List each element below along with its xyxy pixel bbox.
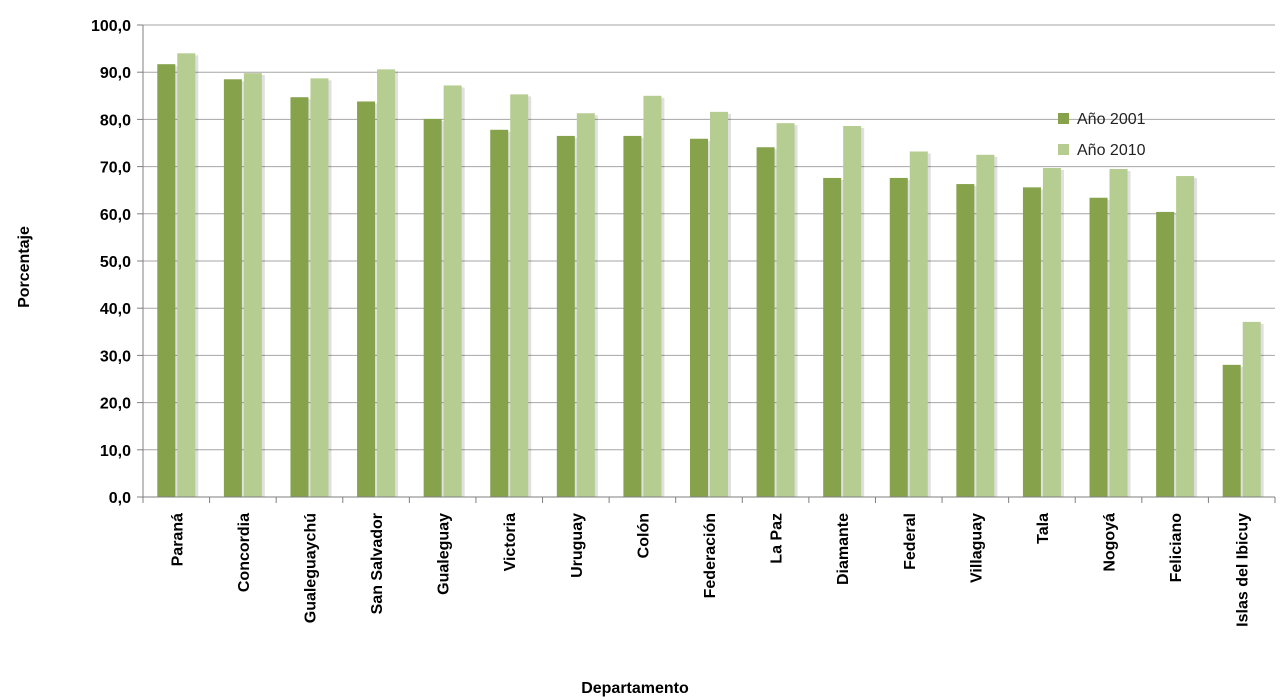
bar-ano-2010: [909, 151, 928, 497]
x-tick-label: Islas del Ibicuy: [1235, 513, 1252, 627]
legend-label: Año 2010: [1077, 142, 1146, 159]
x-tick-label: Gualeguaychú: [302, 513, 319, 623]
bar-ano-2010: [976, 154, 995, 498]
y-tick-label: 60,0: [100, 207, 131, 224]
x-tick-label: Feliciano: [1168, 513, 1185, 583]
bar-ano-2001: [756, 147, 775, 498]
x-tick-label: Uruguay: [569, 513, 586, 578]
bar-ano-2001: [423, 118, 442, 497]
bar-ano-2010: [443, 85, 462, 497]
bar-ano-2010: [1242, 321, 1261, 497]
bar-ano-2010: [510, 94, 529, 497]
x-tick-label: Nogoyá: [1102, 513, 1119, 572]
bar-ano-2001: [157, 64, 176, 498]
bar-ano-2010: [843, 126, 862, 498]
x-tick-label: Villaguay: [968, 513, 985, 583]
bar-ano-2001: [1156, 211, 1175, 498]
bar-ano-2001: [490, 129, 509, 497]
bar-ano-2001: [1022, 187, 1041, 498]
y-tick-label: 0,0: [109, 490, 131, 507]
x-tick-label: Diamante: [835, 513, 852, 585]
x-tick-label: Victoria: [502, 513, 519, 572]
axes: 0,0 10,0 20,0 30,0 40,0 50,0 60,0 70,0 80,0 90,0 1…: [91, 18, 1276, 627]
bar-ano-2001: [623, 135, 642, 498]
bar-ano-2001: [956, 184, 975, 497]
bar-ano-2010: [310, 78, 329, 497]
bar-ano-2010: [377, 69, 396, 498]
y-tick-label: 20,0: [100, 396, 131, 413]
bar-ano-2001: [823, 177, 842, 498]
x-tick-label: Tala: [1035, 513, 1052, 544]
bar-ano-2010: [177, 53, 196, 497]
bar-ano-2010: [710, 111, 728, 498]
bar-ano-2001: [889, 177, 908, 498]
y-tick-label: 40,0: [100, 301, 131, 318]
bar-ano-2010: [576, 113, 595, 497]
y-tick-label: 80,0: [100, 112, 131, 129]
x-tick-label: Federación: [702, 513, 719, 598]
bar-ano-2010: [643, 95, 662, 498]
bar-ano-2001: [1089, 197, 1108, 497]
legend: Año 2001 Año 2010: [1058, 111, 1146, 159]
x-tick-label: Federal: [902, 513, 919, 570]
bar-ano-2001: [223, 79, 242, 497]
x-tick-label: Concordia: [236, 513, 253, 592]
y-tick-label: 100,0: [91, 18, 131, 35]
gridlines: [143, 24, 1275, 451]
bar-ano-2001: [357, 101, 376, 498]
bar-ano-2001: [690, 138, 708, 497]
y-tick-label: 10,0: [100, 443, 131, 460]
x-tick-label: San Salvador: [369, 513, 386, 614]
bar-ano-2001: [556, 135, 575, 498]
y-tick-label: 50,0: [100, 254, 131, 271]
legend-label: Año 2001: [1077, 111, 1146, 128]
x-tick-label: La Paz: [769, 513, 786, 564]
bar-ano-2010: [1042, 168, 1061, 498]
y-tick-label: 30,0: [100, 348, 131, 365]
bar-ano-2001: [290, 97, 309, 497]
y-axis-title: Porcentaje: [16, 226, 33, 308]
y-tick-label: 90,0: [100, 65, 131, 82]
x-tick-label: Paraná: [169, 513, 186, 566]
bar-ano-2010: [1176, 176, 1195, 498]
legend-swatch: [1058, 144, 1069, 155]
bar-ano-2010: [1109, 168, 1128, 497]
x-axis-title: Departamento: [581, 680, 689, 697]
bars: [157, 53, 1264, 498]
legend-swatch: [1058, 113, 1069, 124]
y-tick-label: 70,0: [100, 160, 131, 177]
bar-ano-2010: [243, 73, 262, 498]
bar-ano-2010: [776, 123, 795, 498]
bar-ano-2001: [1222, 364, 1241, 497]
x-tick-label: Colón: [635, 513, 652, 558]
x-tick-label: Gualeguay: [436, 513, 453, 595]
